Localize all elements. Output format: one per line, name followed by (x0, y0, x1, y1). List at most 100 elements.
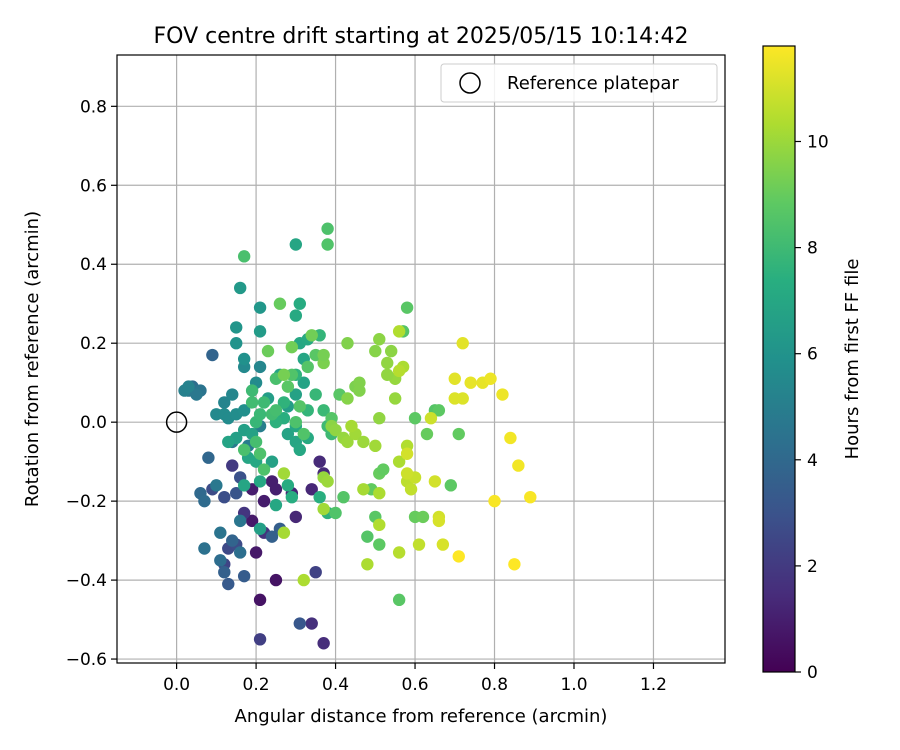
data-point (289, 238, 303, 251)
data-point (269, 498, 283, 512)
legend: Reference platepar (440, 63, 718, 103)
data-point (182, 380, 195, 393)
data-point (269, 483, 283, 496)
data-point (436, 538, 450, 551)
y-tick-label: 0.8 (80, 97, 107, 117)
data-point (313, 490, 326, 504)
data-point (233, 546, 247, 559)
data-point (269, 573, 283, 587)
data-point (226, 459, 239, 472)
data-point (293, 443, 306, 457)
data-point (253, 475, 267, 488)
data-point (424, 412, 438, 425)
data-point (448, 372, 461, 385)
data-point (253, 408, 267, 421)
data-point (504, 431, 517, 445)
data-point (226, 534, 239, 547)
colorbar-label: Hours from first FF file (842, 259, 863, 460)
data-point (512, 459, 525, 472)
data-point (321, 238, 334, 251)
data-point (210, 479, 223, 492)
data-point (237, 404, 251, 417)
colorbar-ticks: 0 2 4 6 8 10 (795, 132, 829, 683)
data-point (198, 494, 211, 508)
y-tick-label: −0.4 (66, 571, 107, 591)
data-point (237, 250, 251, 263)
data-point (392, 593, 406, 607)
data-point (253, 360, 267, 374)
y-axis-label: Rotation from reference (arcmin) (22, 211, 43, 507)
data-point (452, 550, 465, 563)
data-point (249, 435, 263, 449)
data-point (237, 569, 251, 583)
legend-box (440, 63, 718, 103)
data-point (253, 522, 267, 535)
scatter-points (178, 222, 537, 650)
data-point (321, 222, 334, 235)
data-point (257, 463, 271, 476)
data-point (206, 348, 219, 362)
data-point (226, 388, 239, 401)
data-point (412, 538, 426, 551)
data-point (317, 348, 330, 362)
data-point (420, 427, 434, 441)
data-point (245, 514, 259, 528)
data-point (230, 337, 243, 350)
data-point (400, 447, 414, 460)
data-point (301, 360, 314, 374)
y-tick-label: 0.0 (80, 413, 107, 433)
y-tick-label: 0.6 (80, 176, 107, 196)
data-point (313, 455, 326, 468)
legend-reference-icon (459, 72, 481, 94)
data-point (293, 297, 306, 310)
data-point (345, 419, 358, 433)
data-point (353, 384, 366, 397)
data-point (404, 483, 418, 496)
x-tick-label: 0.2 (243, 675, 270, 695)
data-point (281, 427, 295, 441)
data-point (218, 565, 231, 579)
x-tick-label: 0.4 (322, 675, 349, 695)
data-point (269, 404, 283, 417)
data-point (257, 396, 271, 409)
data-point (245, 396, 259, 409)
data-point (369, 439, 382, 453)
data-point (392, 455, 406, 468)
data-point (317, 404, 330, 417)
data-point (321, 475, 334, 488)
data-point (341, 392, 354, 405)
data-point (400, 301, 414, 314)
data-point (281, 479, 295, 492)
data-point (277, 526, 291, 539)
data-point (261, 344, 275, 358)
data-point (253, 301, 267, 314)
data-point (456, 392, 469, 405)
x-axis-ticks: 0.0 0.2 0.4 0.6 0.8 1.0 1.2 (163, 663, 667, 695)
data-point (361, 558, 374, 571)
data-point (202, 451, 215, 464)
data-point (317, 637, 330, 650)
data-point (488, 494, 501, 508)
data-point (373, 518, 386, 532)
data-point (400, 467, 414, 480)
data-point (249, 546, 263, 559)
data-point (198, 542, 211, 555)
data-point (373, 487, 386, 500)
data-point (309, 388, 322, 401)
x-tick-label: 0.6 (402, 675, 429, 695)
reference-platepar-marker (165, 411, 188, 433)
y-axis-ticks: −0.6 −0.4 −0.2 0.0 0.2 0.4 0.6 0.8 (66, 97, 117, 670)
data-point (245, 384, 259, 397)
data-point (289, 309, 303, 322)
data-point (361, 530, 374, 543)
x-tick-label: 0.0 (163, 675, 190, 695)
data-point (452, 427, 465, 441)
legend-label: Reference platepar (507, 73, 679, 94)
chart-title: FOV centre drift starting at 2025/05/15 … (154, 24, 689, 49)
data-point (384, 344, 398, 358)
data-point (444, 479, 458, 492)
colorbar-tick-label: 8 (807, 239, 818, 259)
data-point (289, 388, 303, 401)
data-point (373, 333, 386, 346)
data-point (297, 427, 310, 441)
